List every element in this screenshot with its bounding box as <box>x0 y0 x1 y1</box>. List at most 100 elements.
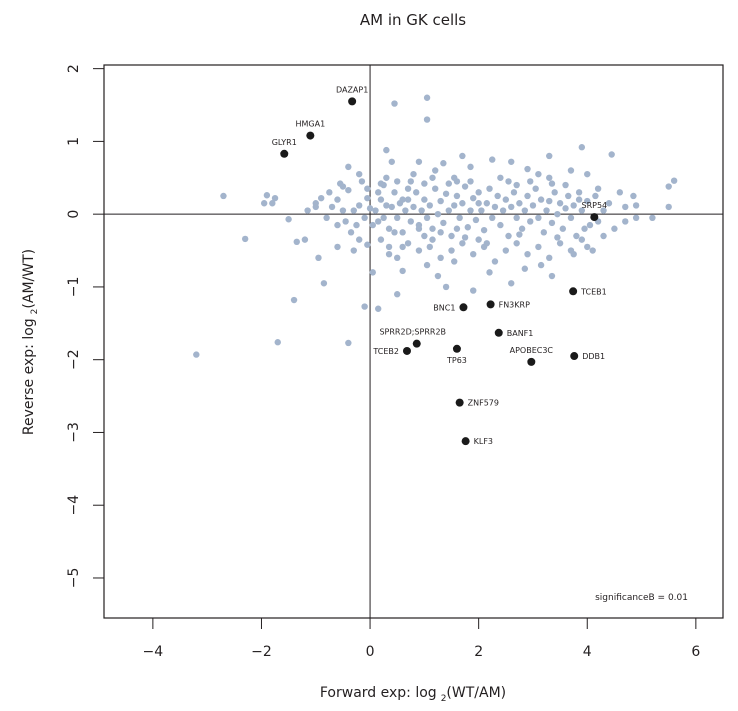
background-point <box>394 254 401 262</box>
background-point <box>486 185 493 192</box>
background-point <box>494 192 501 200</box>
point-label: ZNF579 <box>468 399 499 408</box>
background-point <box>440 219 447 227</box>
background-point <box>584 170 591 178</box>
point-label: BANF1 <box>507 329 534 338</box>
background-point <box>394 291 401 298</box>
background-point <box>524 165 531 173</box>
y-tick-label: −3 <box>66 422 82 443</box>
background-point <box>263 192 271 199</box>
background-point <box>608 151 615 158</box>
y-axis-label-suffix: (AM/WT) <box>21 249 37 309</box>
significant-point <box>494 328 503 337</box>
significant-point <box>452 344 461 353</box>
y-tick-label: −1 <box>66 277 82 298</box>
background-point <box>505 178 512 185</box>
background-point <box>440 160 447 167</box>
background-point <box>567 167 575 174</box>
background-point <box>448 232 455 240</box>
background-point <box>415 247 423 254</box>
background-point <box>467 178 474 185</box>
significant-point <box>280 149 289 158</box>
background-point <box>377 196 385 203</box>
background-point <box>445 207 452 214</box>
background-point <box>366 205 374 212</box>
background-point <box>537 196 545 203</box>
background-point <box>399 267 406 275</box>
background-point <box>437 229 444 236</box>
background-point <box>399 243 406 251</box>
y-tick-label: −4 <box>66 495 82 516</box>
background-point <box>497 221 504 229</box>
background-point <box>616 189 624 196</box>
background-point <box>562 205 569 212</box>
background-point <box>269 200 276 207</box>
background-point <box>508 280 515 287</box>
point-label: APOBEC3C <box>510 346 554 355</box>
background-point <box>383 202 390 209</box>
background-point <box>464 224 471 231</box>
background-point <box>320 280 328 287</box>
background-point <box>453 225 461 232</box>
x-axis-label: Forward exp: log 2(WT/AM) <box>320 685 506 704</box>
y-tick-label: −5 <box>66 568 82 589</box>
point-label: DAZAP1 <box>336 85 368 94</box>
background-point <box>353 221 360 229</box>
background-point <box>391 100 398 107</box>
point-label: TP63 <box>446 356 467 365</box>
background-point <box>491 203 499 211</box>
point-label: DDB1 <box>582 352 605 361</box>
background-point <box>377 236 385 243</box>
background-point <box>535 170 542 178</box>
background-point <box>589 247 596 254</box>
reference-lines <box>104 65 723 618</box>
background-point <box>521 207 529 214</box>
plot-area <box>103 64 724 619</box>
background-point <box>611 225 618 232</box>
point-label: KLF3 <box>474 437 493 446</box>
background-point <box>385 225 393 232</box>
background-point <box>649 214 656 222</box>
background-point <box>356 236 363 243</box>
background-point <box>600 207 607 214</box>
background-point <box>445 180 452 187</box>
background-point <box>570 250 577 258</box>
significant-point <box>402 346 411 355</box>
x-tick-label: 0 <box>366 644 375 660</box>
background-point <box>426 243 433 251</box>
background-point <box>383 174 390 181</box>
background-point <box>334 196 341 203</box>
background-point <box>529 202 537 209</box>
background-point <box>516 231 523 238</box>
background-point <box>451 202 458 209</box>
x-tick-label: 4 <box>583 644 592 660</box>
background-point <box>513 214 520 222</box>
background-point <box>271 194 279 202</box>
background-point <box>410 203 417 211</box>
background-point <box>426 202 433 209</box>
background-point <box>423 214 431 222</box>
background-point <box>665 203 672 211</box>
background-point <box>467 207 474 214</box>
background-point <box>350 207 357 214</box>
background-point <box>404 240 412 247</box>
background-point <box>423 116 431 123</box>
background-point <box>345 163 352 171</box>
x-axis-label-prefix: Forward exp: log <box>320 685 437 701</box>
background-point <box>478 207 485 214</box>
background-point <box>459 152 466 160</box>
background-point <box>315 254 322 262</box>
background-point <box>461 234 469 241</box>
background-point <box>548 180 556 187</box>
background-point <box>456 214 463 222</box>
background-point <box>432 167 439 174</box>
background-point <box>334 243 341 251</box>
significant-point <box>569 287 578 296</box>
background-point <box>543 207 550 214</box>
background-point <box>499 207 507 214</box>
background-point <box>410 170 417 178</box>
background-point <box>421 196 428 203</box>
background-point <box>513 240 520 247</box>
background-point <box>556 200 564 207</box>
